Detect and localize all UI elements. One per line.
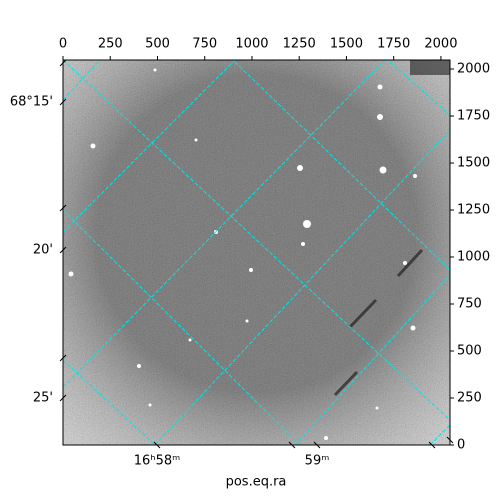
x-tick-label: 2000 [424,37,457,52]
sky-image [63,60,450,445]
y-tick-label: 750 [457,297,482,312]
ra-tick-label: 16ʰ58ᵐ [134,454,180,469]
y-tick-label: 1750 [457,109,490,124]
y-tick-label: 0 [457,438,465,453]
ra-tick [313,441,321,449]
dec-tick-label: 68°15' [10,95,53,110]
x-tick-label: 750 [192,37,217,52]
dec-tick-label: 25' [33,391,53,406]
dec-tick [59,204,67,212]
dec-tick [59,246,67,254]
y-tick-label: 1250 [457,203,490,218]
y-tick-label: 2000 [457,62,490,77]
ra-tick [446,436,454,444]
dec-tick-label: 20' [33,243,53,258]
y-tick-label: 1500 [457,156,490,171]
x-axis-label: pos.eq.ra [226,475,287,490]
ra-tick [288,441,296,449]
y-tick-label: 1000 [457,250,490,265]
x-tick-label: 1750 [377,37,410,52]
stars [68,68,417,440]
x-tick-label: 0 [59,37,67,52]
dec-tick [59,394,67,402]
y-tick-label: 500 [457,344,482,359]
y-tick-label: 250 [457,391,482,406]
dec-tick [59,98,67,106]
dec-tick [59,59,67,67]
x-tick-label: 250 [98,37,123,52]
ra-tick [428,441,436,449]
x-tick-label: 1500 [330,37,363,52]
ra-tick [153,441,161,449]
x-tick-label: 1250 [283,37,316,52]
wcs-grid [63,60,450,445]
x-tick-label: 1000 [235,37,268,52]
plot-frame [62,59,451,446]
dec-tick [59,354,67,362]
ra-tick-label: 59ᵐ [305,454,330,469]
x-tick-label: 500 [145,37,170,52]
